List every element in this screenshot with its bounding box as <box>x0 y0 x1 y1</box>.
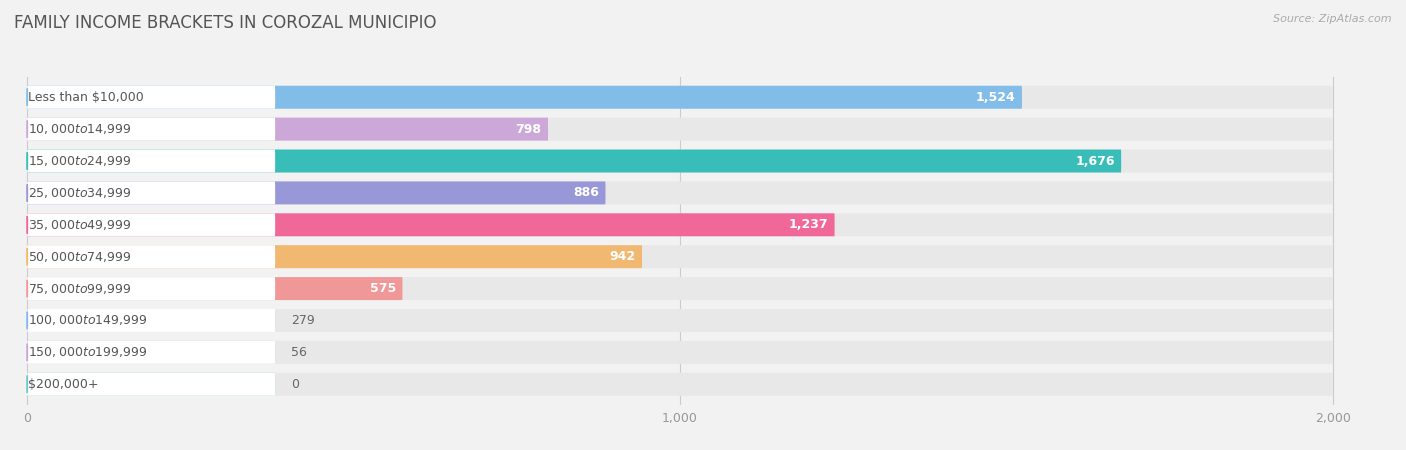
Text: 279: 279 <box>291 314 315 327</box>
FancyBboxPatch shape <box>27 245 1333 268</box>
FancyBboxPatch shape <box>27 373 1333 396</box>
FancyBboxPatch shape <box>27 181 276 204</box>
Text: $50,000 to $74,999: $50,000 to $74,999 <box>28 250 131 264</box>
FancyBboxPatch shape <box>27 277 402 300</box>
Text: 798: 798 <box>516 122 541 135</box>
FancyBboxPatch shape <box>27 86 276 109</box>
FancyBboxPatch shape <box>27 117 1333 140</box>
FancyBboxPatch shape <box>27 309 1333 332</box>
Text: $15,000 to $24,999: $15,000 to $24,999 <box>28 154 131 168</box>
FancyBboxPatch shape <box>27 117 548 140</box>
FancyBboxPatch shape <box>27 341 276 364</box>
Text: Less than $10,000: Less than $10,000 <box>28 91 143 104</box>
Text: 56: 56 <box>291 346 308 359</box>
Text: 942: 942 <box>609 250 636 263</box>
Text: 1,237: 1,237 <box>789 218 828 231</box>
FancyBboxPatch shape <box>27 149 276 172</box>
FancyBboxPatch shape <box>27 86 1022 109</box>
FancyBboxPatch shape <box>27 373 276 396</box>
Text: 886: 886 <box>574 186 599 199</box>
FancyBboxPatch shape <box>27 149 1333 172</box>
FancyBboxPatch shape <box>27 341 1333 364</box>
Text: $10,000 to $14,999: $10,000 to $14,999 <box>28 122 131 136</box>
Text: FAMILY INCOME BRACKETS IN COROZAL MUNICIPIO: FAMILY INCOME BRACKETS IN COROZAL MUNICI… <box>14 14 436 32</box>
Text: $25,000 to $34,999: $25,000 to $34,999 <box>28 186 131 200</box>
FancyBboxPatch shape <box>27 86 1333 109</box>
FancyBboxPatch shape <box>27 373 276 396</box>
FancyBboxPatch shape <box>27 181 606 204</box>
Text: $75,000 to $99,999: $75,000 to $99,999 <box>28 282 131 296</box>
FancyBboxPatch shape <box>27 213 276 236</box>
Text: 575: 575 <box>370 282 396 295</box>
Text: $100,000 to $149,999: $100,000 to $149,999 <box>28 314 148 328</box>
FancyBboxPatch shape <box>27 245 276 268</box>
FancyBboxPatch shape <box>27 277 276 300</box>
FancyBboxPatch shape <box>27 149 1121 172</box>
FancyBboxPatch shape <box>27 181 1333 204</box>
Text: 0: 0 <box>291 378 299 391</box>
Text: $150,000 to $199,999: $150,000 to $199,999 <box>28 346 148 360</box>
Text: Source: ZipAtlas.com: Source: ZipAtlas.com <box>1274 14 1392 23</box>
Text: 1,524: 1,524 <box>976 91 1015 104</box>
FancyBboxPatch shape <box>27 245 643 268</box>
Text: $200,000+: $200,000+ <box>28 378 98 391</box>
Text: $35,000 to $49,999: $35,000 to $49,999 <box>28 218 131 232</box>
FancyBboxPatch shape <box>27 341 276 364</box>
Text: 1,676: 1,676 <box>1076 154 1115 167</box>
FancyBboxPatch shape <box>27 309 276 332</box>
FancyBboxPatch shape <box>27 309 276 332</box>
FancyBboxPatch shape <box>27 213 835 236</box>
FancyBboxPatch shape <box>27 277 1333 300</box>
FancyBboxPatch shape <box>27 117 276 140</box>
FancyBboxPatch shape <box>27 213 1333 236</box>
